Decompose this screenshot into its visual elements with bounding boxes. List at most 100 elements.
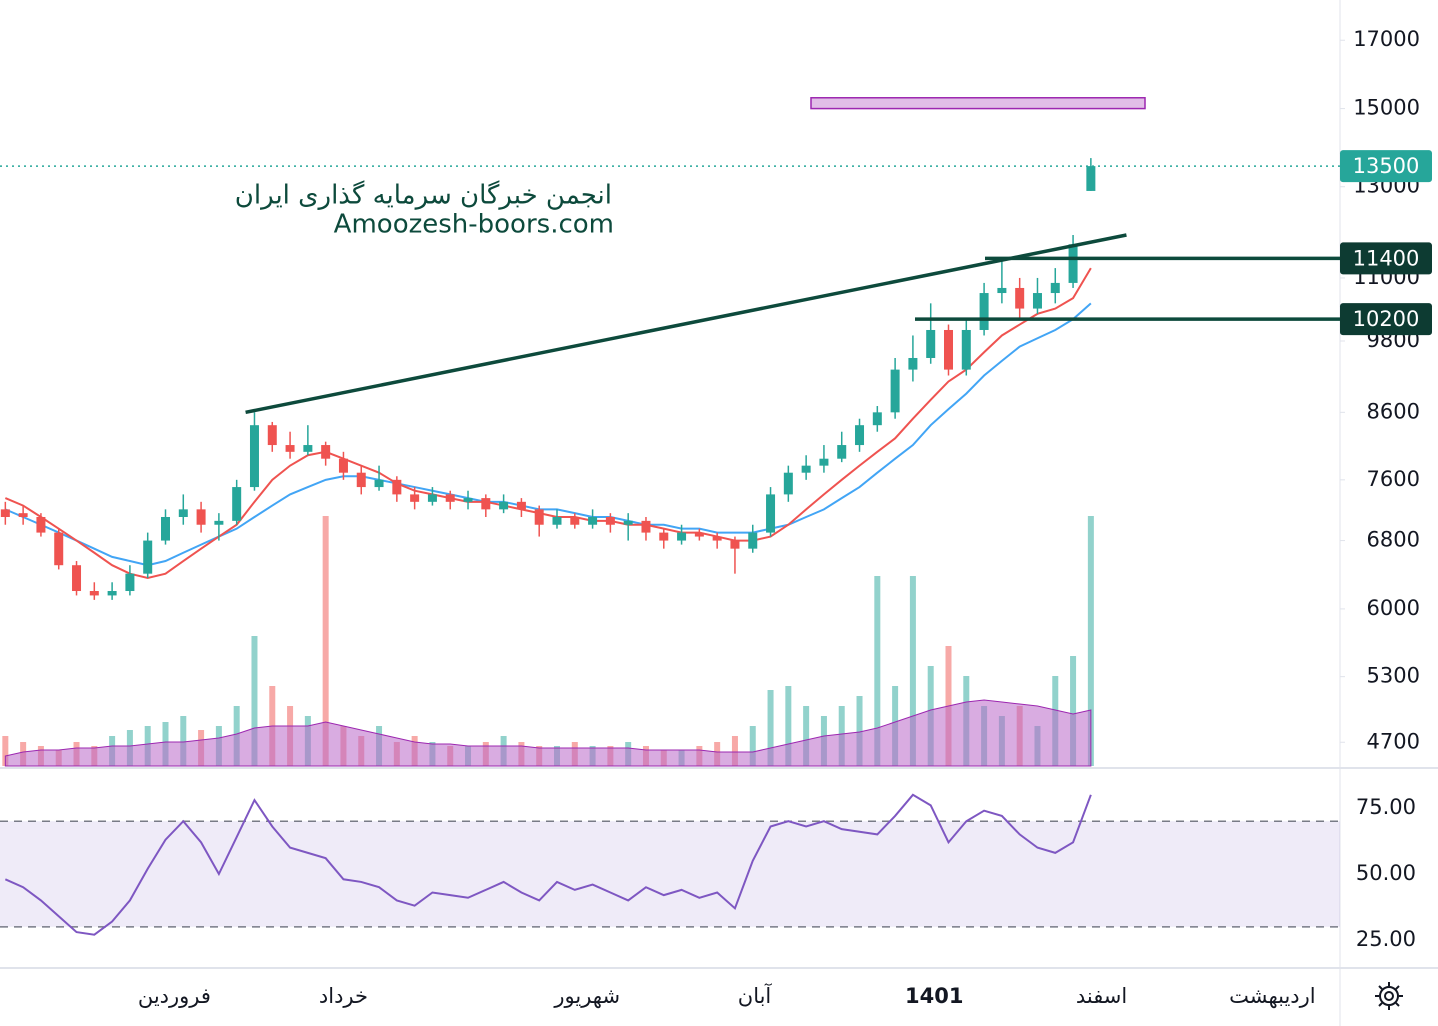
x-tick-label: 1401: [905, 984, 963, 1008]
candle-body: [783, 472, 793, 495]
candle-body: [18, 513, 28, 517]
volume-bar: [767, 690, 774, 766]
x-tick-label: فروردین: [138, 984, 211, 1008]
settings-icon[interactable]: [1375, 982, 1403, 1010]
candle-body: [748, 532, 758, 549]
candle-body: [659, 532, 669, 541]
candle-body: [605, 516, 615, 525]
candle-body: [570, 516, 580, 525]
candle-body: [552, 516, 562, 525]
candle-body: [961, 329, 971, 370]
last-price-label: 13500: [1353, 154, 1420, 178]
candle-body: [267, 425, 277, 446]
candle-body: [943, 329, 953, 370]
volume-bar: [180, 716, 187, 766]
candle-body: [445, 494, 455, 502]
candle-body: [908, 357, 918, 370]
target-zone: [810, 97, 1146, 110]
volume-bar: [856, 696, 863, 766]
volume-bar: [803, 706, 810, 766]
x-tick-label: اردیبهشت: [1229, 984, 1316, 1008]
level-tag: [1340, 303, 1432, 336]
level-tag-label: 11400: [1353, 246, 1420, 270]
candle-body: [196, 509, 206, 525]
candle-body: [890, 369, 900, 413]
y-tick-label: 8600: [1367, 399, 1420, 423]
candle-body: [588, 516, 598, 525]
y-tick-label: 15000: [1353, 96, 1420, 120]
candle-body: [427, 494, 437, 502]
candle-body: [1086, 166, 1096, 191]
candle-body: [730, 540, 740, 549]
x-tick-label: آبان: [738, 983, 773, 1008]
candle-body: [1015, 287, 1025, 309]
rsi-line: [4, 793, 1092, 936]
rsi-tick-label: 25.00: [1356, 927, 1416, 951]
candle-body: [249, 425, 259, 488]
candle-body: [623, 520, 633, 525]
trendline: [245, 233, 1127, 415]
rsi-tick-label: 50.00: [1356, 861, 1416, 885]
x-tick-label: اسفند: [1076, 984, 1127, 1008]
candle-body: [837, 445, 847, 459]
volume-bar: [322, 516, 329, 766]
x-tick-label: شهریور: [553, 984, 620, 1008]
candle-body: [178, 509, 188, 517]
volume-bar: [2, 736, 9, 766]
candle-body: [516, 501, 526, 510]
y-tick-label: 6000: [1367, 596, 1420, 620]
candle-body: [534, 509, 544, 525]
volume-bar: [874, 576, 881, 766]
volume-bar: [749, 726, 756, 766]
candle-body: [72, 565, 82, 592]
candle-body: [107, 591, 117, 596]
last-price-tag: [1340, 150, 1432, 183]
candle-body: [374, 479, 384, 488]
volume-bar: [909, 576, 916, 766]
candle-body: [819, 458, 829, 466]
volume-ma-area: [4, 699, 1092, 767]
candle-body: [641, 520, 651, 533]
candle-body: [214, 520, 224, 525]
candle-body: [1068, 244, 1078, 283]
ma-fast-line: [4, 267, 1092, 579]
y-tick-label: 4700: [1367, 729, 1420, 753]
candle-body: [694, 532, 704, 537]
level-tag-label: 10200: [1353, 307, 1420, 331]
candle-body: [285, 445, 295, 452]
watermark: Amoozesh-boors.com: [334, 210, 614, 240]
candle-body: [1032, 293, 1042, 309]
candle-body: [338, 458, 348, 473]
y-tick-label: 5300: [1367, 664, 1420, 688]
ma-slow-line: [4, 302, 1092, 567]
watermark: انجمن خبرگان سرمایه گذاری ایران: [235, 180, 612, 211]
volume-bar: [1087, 516, 1094, 766]
candle-body: [410, 494, 420, 502]
candle-body: [392, 479, 402, 495]
candle-body: [979, 293, 989, 330]
candle-body: [499, 501, 509, 510]
candle-body: [481, 498, 491, 510]
candle-body: [89, 591, 99, 596]
candle-body: [1050, 282, 1060, 294]
candle-body: [801, 465, 811, 473]
candle-body: [232, 487, 242, 521]
volume-bar: [785, 686, 792, 766]
candle-body: [926, 329, 936, 358]
rsi-band: [0, 821, 1340, 927]
level-tag: [1340, 242, 1432, 275]
candle-body: [872, 412, 882, 426]
candle-body: [160, 516, 170, 541]
candle-body: [855, 425, 865, 446]
candle-body: [143, 540, 153, 574]
volume-bar: [251, 636, 258, 766]
candle-body: [303, 445, 313, 452]
candle-body: [677, 532, 687, 541]
candle-body: [36, 516, 46, 533]
x-tick-label: خرداد: [319, 984, 368, 1008]
candle-body: [997, 287, 1007, 294]
candle-body: [54, 532, 64, 566]
y-tick-label: 17000: [1353, 27, 1420, 51]
volume-bar: [1070, 656, 1077, 766]
